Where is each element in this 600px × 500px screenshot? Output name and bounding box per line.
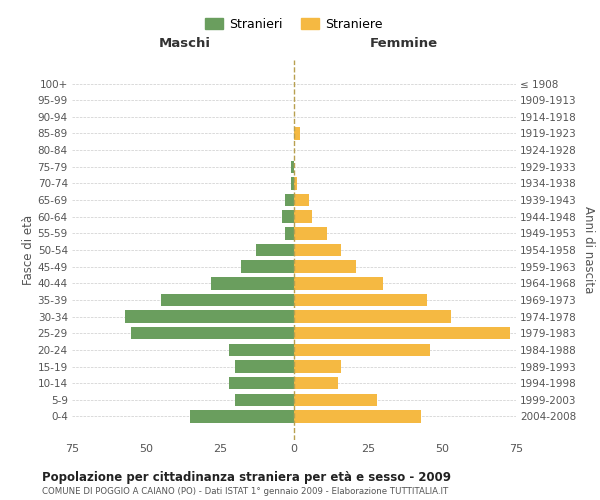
Bar — [294, 344, 430, 356]
Bar — [229, 377, 294, 390]
Bar — [190, 410, 294, 422]
Bar — [294, 127, 300, 140]
Bar — [241, 260, 294, 273]
Bar — [285, 194, 294, 206]
Bar — [291, 160, 294, 173]
Bar — [294, 277, 383, 289]
Legend: Stranieri, Straniere: Stranieri, Straniere — [200, 13, 388, 36]
Bar — [294, 410, 421, 422]
Bar — [294, 394, 377, 406]
Y-axis label: Fasce di età: Fasce di età — [22, 215, 35, 285]
Bar — [294, 294, 427, 306]
Bar — [294, 194, 309, 206]
Bar — [294, 177, 297, 190]
Y-axis label: Anni di nascita: Anni di nascita — [583, 206, 595, 294]
Bar — [294, 244, 341, 256]
Bar — [294, 227, 326, 239]
Bar — [211, 277, 294, 289]
Bar — [294, 210, 312, 223]
Bar — [256, 244, 294, 256]
Bar — [294, 360, 341, 373]
Bar — [125, 310, 294, 323]
Text: COMUNE DI POGGIO A CAIANO (PO) - Dati ISTAT 1° gennaio 2009 - Elaborazione TUTTI: COMUNE DI POGGIO A CAIANO (PO) - Dati IS… — [42, 488, 448, 496]
Text: Popolazione per cittadinanza straniera per età e sesso - 2009: Popolazione per cittadinanza straniera p… — [42, 471, 451, 484]
Bar — [285, 227, 294, 239]
Bar — [282, 210, 294, 223]
Bar — [294, 310, 451, 323]
Bar — [131, 327, 294, 340]
Text: Femmine: Femmine — [370, 37, 437, 50]
Bar — [291, 177, 294, 190]
Bar — [229, 344, 294, 356]
Bar — [161, 294, 294, 306]
Text: Maschi: Maschi — [158, 37, 211, 50]
Bar — [294, 327, 510, 340]
Bar — [294, 377, 338, 390]
Bar — [294, 260, 356, 273]
Bar — [235, 360, 294, 373]
Bar — [235, 394, 294, 406]
